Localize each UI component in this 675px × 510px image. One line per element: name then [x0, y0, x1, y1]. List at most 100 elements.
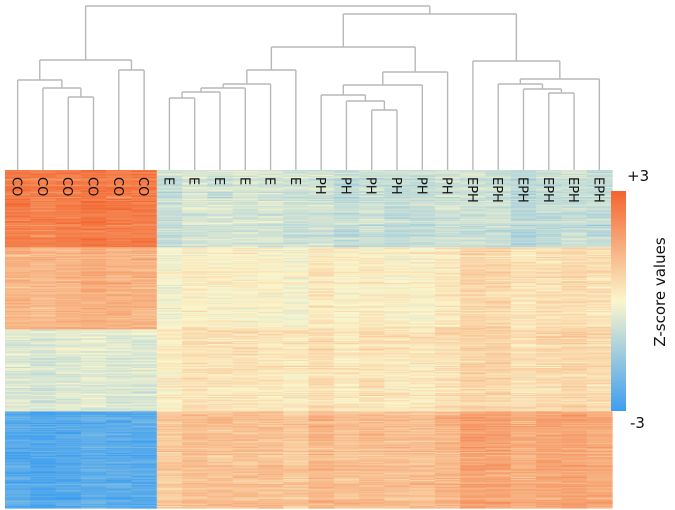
- heatmap-cell: [106, 240, 133, 243]
- heatmap-cell: [384, 224, 411, 226]
- heatmap-cell: [434, 352, 461, 355]
- heatmap-cell: [536, 284, 563, 287]
- heatmap-cell: [283, 267, 310, 270]
- heatmap-cell: [182, 212, 208, 215]
- heatmap-cell: [131, 300, 158, 302]
- heatmap-cell: [409, 198, 436, 201]
- heatmap-cell: [586, 328, 613, 330]
- heatmap-cell: [586, 271, 613, 273]
- heatmap-cell: [106, 258, 133, 261]
- heatmap-cell: [55, 241, 82, 244]
- heatmap-cell: [55, 214, 82, 216]
- heatmap-cell: [359, 219, 385, 221]
- heatmap-cell: [257, 250, 284, 252]
- heatmap-cell: [207, 322, 234, 325]
- heatmap-cell: [257, 220, 284, 222]
- heatmap-cell: [536, 367, 563, 369]
- heatmap-cell: [5, 270, 31, 272]
- heatmap-cell: [586, 251, 613, 253]
- heatmap-cell: [182, 310, 208, 313]
- heatmap-cell: [409, 296, 436, 299]
- heatmap-cell: [586, 269, 613, 272]
- heatmap-cell: [5, 249, 31, 251]
- heatmap-cell: [80, 334, 107, 336]
- heatmap-cell: [510, 265, 537, 268]
- heatmap-cell: [232, 340, 259, 343]
- heatmap-cell: [586, 182, 613, 185]
- heatmap-cell: [257, 176, 284, 179]
- heatmap-cell: [333, 322, 360, 325]
- heatmap-cell: [510, 339, 537, 341]
- heatmap-cell: [283, 242, 310, 244]
- heatmap-cell: [485, 278, 512, 280]
- heatmap-cell: [156, 262, 183, 265]
- heatmap-cell: [283, 302, 310, 304]
- heatmap-cell: [561, 339, 588, 341]
- heatmap-cell: [510, 318, 537, 321]
- heatmap-cell: [232, 361, 259, 363]
- heatmap-cell: [30, 295, 57, 298]
- heatmap-cell: [384, 253, 411, 255]
- heatmap-cell: [131, 218, 158, 220]
- heatmap-cell: [182, 353, 208, 356]
- heatmap-cell: [333, 339, 360, 342]
- heatmap-cell: [30, 342, 57, 345]
- heatmap-cell: [485, 183, 512, 186]
- heatmap-cell: [30, 234, 57, 237]
- heatmap-cell: [308, 328, 335, 330]
- heatmap-cell: [131, 188, 158, 190]
- heatmap-cell: [257, 171, 284, 174]
- heatmap-cell: [333, 282, 360, 285]
- heatmap-cell: [510, 295, 537, 298]
- heatmap-cell: [536, 344, 563, 347]
- heatmap-cell: [384, 272, 411, 274]
- heatmap-cell: [30, 366, 57, 368]
- heatmap-cell: [207, 311, 234, 314]
- heatmap-cell: [232, 205, 259, 208]
- heatmap-cell: [586, 222, 613, 224]
- heatmap-cell: [409, 232, 436, 235]
- heatmap-cell: [536, 262, 563, 265]
- heatmap-cell: [359, 230, 385, 233]
- heatmap-cell: [333, 176, 360, 179]
- heatmap-cell: [182, 197, 208, 199]
- heatmap-cell: [207, 342, 234, 345]
- heatmap-cell: [30, 274, 57, 276]
- heatmap-cell: [561, 322, 588, 325]
- heatmap-cell: [5, 192, 31, 194]
- heatmap-cell: [80, 335, 107, 337]
- heatmap-cell: [485, 333, 512, 335]
- heatmap-cell: [434, 232, 461, 235]
- heatmap-cell: [308, 305, 335, 307]
- heatmap-cell: [207, 247, 234, 249]
- heatmap-cell: [510, 298, 537, 301]
- heatmap-cell: [131, 206, 158, 209]
- heatmap-cell: [182, 209, 208, 212]
- heatmap-cell: [207, 355, 234, 357]
- heatmap-cell: [257, 230, 284, 233]
- heatmap-cell: [283, 221, 310, 223]
- heatmap-cell: [80, 211, 107, 214]
- heatmap-cell: [561, 225, 588, 227]
- heatmap-cell: [80, 172, 107, 175]
- heatmap-cell: [460, 281, 487, 283]
- heatmap-cell: [283, 205, 310, 208]
- heatmap-cell: [359, 269, 385, 272]
- heatmap-cell: [434, 339, 461, 342]
- heatmap-cell: [156, 223, 183, 225]
- heatmap-cell: [283, 195, 310, 197]
- heatmap-cell: [359, 196, 385, 198]
- heatmap-cell: [510, 186, 537, 188]
- heatmap-cell: [131, 184, 158, 187]
- heatmap-cell: [283, 173, 310, 176]
- heatmap-cell: [333, 364, 360, 366]
- heatmap-cell: [55, 270, 82, 272]
- heatmap-cell: [536, 190, 563, 192]
- heatmap-cell: [30, 293, 57, 296]
- heatmap-cell: [409, 257, 436, 260]
- heatmap-cell: [536, 334, 563, 336]
- heatmap-cell: [434, 339, 461, 341]
- heatmap-cell: [333, 294, 360, 297]
- heatmap-cell: [510, 182, 537, 185]
